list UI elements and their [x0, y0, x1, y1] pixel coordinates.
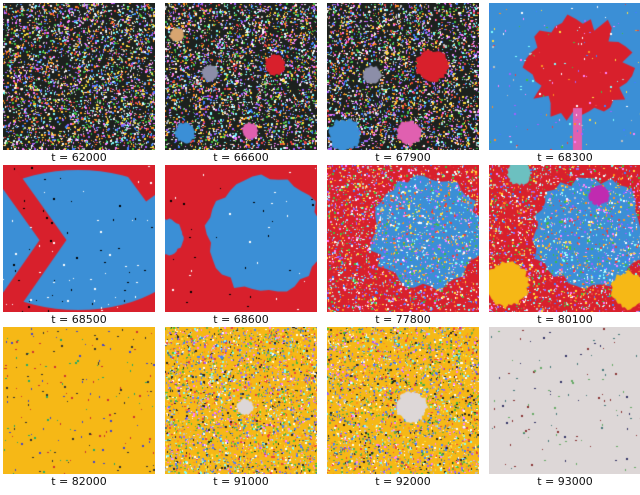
lattice-image: [489, 165, 640, 312]
lattice-image: [489, 3, 640, 150]
snapshot-panel: t = 68300: [489, 3, 640, 165]
snapshot-panel: t = 77800: [327, 165, 479, 327]
time-label: t = 68300: [537, 151, 593, 164]
time-label: t = 68600: [213, 313, 269, 326]
lattice-image: [3, 3, 155, 150]
lattice-image: [327, 327, 479, 474]
time-label: t = 93000: [537, 475, 593, 488]
snapshot-panel: t = 68500: [3, 165, 155, 327]
snapshot-panel: t = 68600: [165, 165, 317, 327]
lattice-image: [3, 327, 155, 474]
lattice-image: [165, 327, 317, 474]
lattice-image: [489, 327, 640, 474]
snapshot-panel: t = 62000: [3, 3, 155, 165]
time-label: t = 92000: [375, 475, 431, 488]
time-label: t = 91000: [213, 475, 269, 488]
snapshot-panel: t = 66600: [165, 3, 317, 165]
time-label: t = 80100: [537, 313, 593, 326]
snapshot-panel: t = 67900: [327, 3, 479, 165]
lattice-image: [165, 165, 317, 312]
snapshot-panel: t = 92000: [327, 327, 479, 489]
snapshot-panel: t = 82000: [3, 327, 155, 489]
lattice-image: [327, 3, 479, 150]
time-label: t = 66600: [213, 151, 269, 164]
lattice-image: [165, 3, 317, 150]
snapshot-panel: t = 80100: [489, 165, 640, 327]
snapshot-panel: t = 91000: [165, 327, 317, 489]
snapshot-panel: t = 93000: [489, 327, 640, 489]
time-label: t = 62000: [51, 151, 107, 164]
time-label: t = 77800: [375, 313, 431, 326]
lattice-image: [3, 165, 155, 312]
time-label: t = 68500: [51, 313, 107, 326]
time-label: t = 67900: [375, 151, 431, 164]
lattice-image: [327, 165, 479, 312]
time-label: t = 82000: [51, 475, 107, 488]
